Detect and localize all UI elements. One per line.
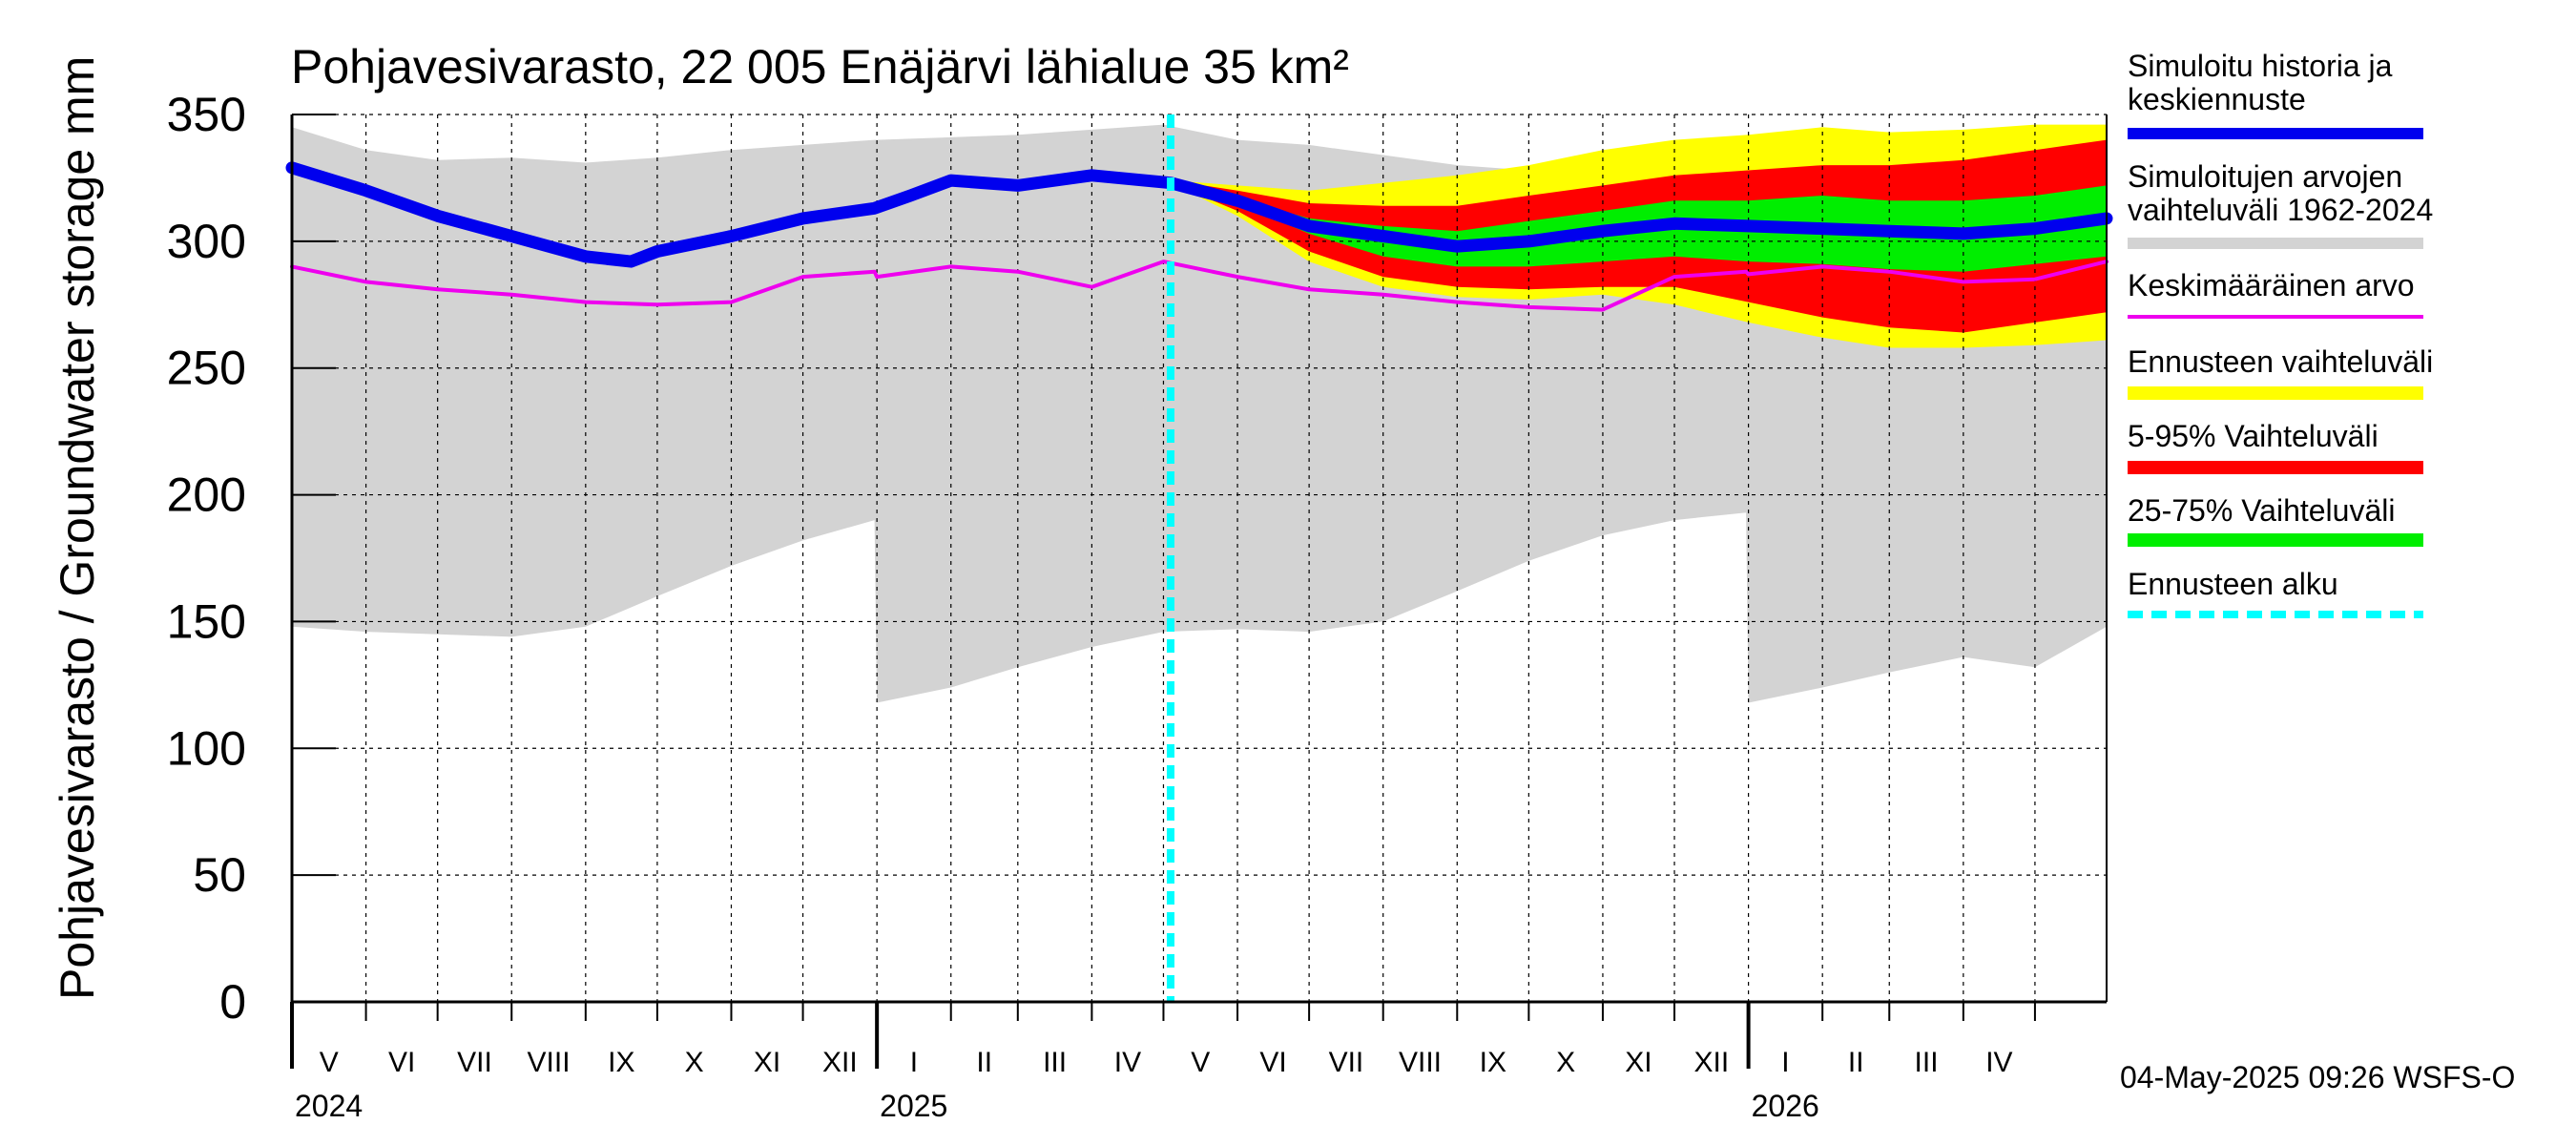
month-label: XI bbox=[754, 1047, 780, 1078]
year-label: 2025 bbox=[880, 1089, 947, 1123]
month-label: III bbox=[1915, 1047, 1939, 1078]
month-label: I bbox=[1781, 1047, 1789, 1078]
legend-label: 25-75% Vaihteluväli bbox=[2128, 493, 2395, 528]
year-label: 2026 bbox=[1752, 1089, 1819, 1123]
month-label: II bbox=[976, 1047, 992, 1078]
month-label: XI bbox=[1625, 1047, 1652, 1078]
month-label: VII bbox=[457, 1047, 492, 1078]
legend-label: Keskimääräinen arvo bbox=[2128, 268, 2415, 302]
month-label: I bbox=[910, 1047, 918, 1078]
y-tick-label: 350 bbox=[167, 88, 246, 141]
y-tick-label: 250 bbox=[167, 342, 246, 395]
legend-label: vaihteluväli 1962-2024 bbox=[2128, 193, 2433, 227]
month-label: VI bbox=[1259, 1047, 1286, 1078]
month-label: IV bbox=[1114, 1047, 1141, 1078]
y-axis-label: Pohjavesivarasto / Groundwater storage m… bbox=[51, 56, 104, 1000]
y-tick-label: 200 bbox=[167, 468, 246, 522]
footer-timestamp: 04-May-2025 09:26 WSFS-O bbox=[2120, 1060, 2515, 1094]
y-tick-label: 50 bbox=[193, 848, 246, 902]
month-label: V bbox=[1191, 1047, 1210, 1078]
line-layer bbox=[285, 114, 2113, 1002]
mean-value-line bbox=[290, 260, 2109, 312]
month-label: III bbox=[1043, 1047, 1067, 1078]
month-label: VI bbox=[388, 1047, 415, 1078]
legend-label: Ennusteen alku bbox=[2128, 567, 2338, 601]
month-label: IX bbox=[608, 1047, 634, 1078]
y-tick-label: 100 bbox=[167, 721, 246, 775]
grid-layer bbox=[292, 114, 2107, 1002]
month-label: VIII bbox=[1399, 1047, 1442, 1078]
month-label: VII bbox=[1329, 1047, 1364, 1078]
month-label: X bbox=[685, 1047, 704, 1078]
y-tick-label: 300 bbox=[167, 215, 246, 268]
legend-label: keskiennuste bbox=[2128, 82, 2306, 116]
month-label: II bbox=[1848, 1047, 1864, 1078]
month-label: V bbox=[320, 1047, 339, 1078]
simulated-median-line bbox=[285, 161, 2113, 268]
chart-title: Pohjavesivarasto, 22 005 Enäjärvi lähial… bbox=[291, 40, 1349, 94]
year-label: 2024 bbox=[295, 1089, 363, 1123]
month-label: VIII bbox=[528, 1047, 571, 1078]
legend-label: Ennusteen vaihteluväli bbox=[2128, 344, 2433, 379]
month-label: IV bbox=[1985, 1047, 2012, 1078]
legend-label: Simuloitujen arvojen bbox=[2128, 159, 2402, 194]
month-label: XII bbox=[822, 1047, 858, 1078]
y-tick-label: 0 bbox=[219, 975, 246, 1029]
month-label: X bbox=[1556, 1047, 1575, 1078]
legend-label: 5-95% Vaihteluväli bbox=[2128, 419, 2379, 453]
y-tick-label: 150 bbox=[167, 594, 246, 648]
legend-label: Simuloitu historia ja bbox=[2128, 49, 2393, 83]
month-label: IX bbox=[1480, 1047, 1506, 1078]
month-label: XII bbox=[1693, 1047, 1729, 1078]
band-layer bbox=[292, 124, 2107, 703]
